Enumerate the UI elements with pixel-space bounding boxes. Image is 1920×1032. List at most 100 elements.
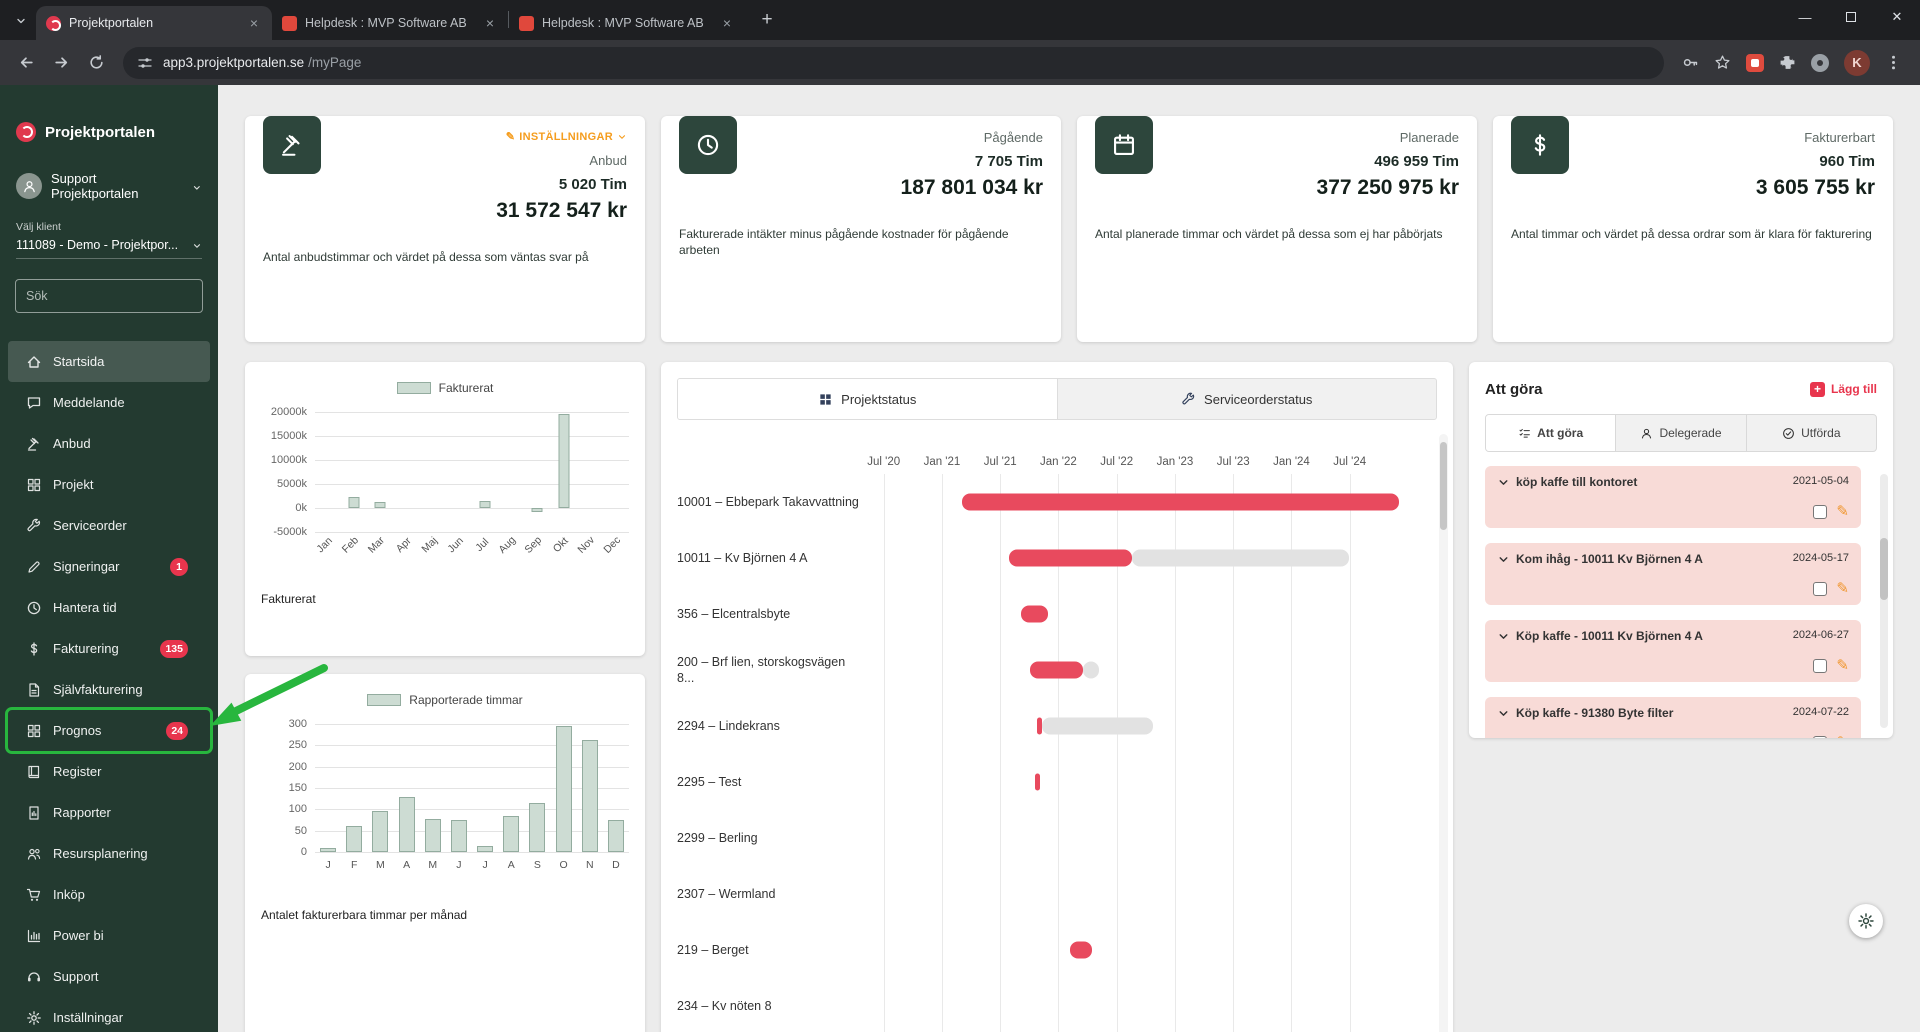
gantt-axis-label: Jan '21 bbox=[923, 456, 961, 468]
user-name: Support Projektportalen bbox=[51, 171, 139, 201]
tune-icon[interactable] bbox=[137, 55, 153, 71]
sidebar-item-hantera-tid[interactable]: Hantera tid bbox=[8, 587, 210, 628]
todo-checkbox[interactable] bbox=[1813, 658, 1828, 673]
gantt-bar[interactable] bbox=[1030, 661, 1083, 679]
tab-close-icon[interactable]: × bbox=[722, 15, 732, 31]
chevron-down-icon[interactable] bbox=[8, 8, 34, 34]
bar-chart-plot bbox=[315, 724, 629, 853]
browser-tab-helpdesk-mvp-software-ab[interactable]: Helpdesk : MVP Software AB × bbox=[272, 6, 508, 40]
settings-fab[interactable] bbox=[1849, 904, 1883, 938]
gantt-bar[interactable] bbox=[1037, 717, 1043, 735]
sidebar-item-meddelande[interactable]: Meddelande bbox=[8, 382, 210, 423]
gantt-bar[interactable] bbox=[1009, 549, 1132, 567]
pencil-icon[interactable]: ✎ bbox=[1836, 735, 1849, 738]
sidebar-item-prognos[interactable]: Prognos 24 bbox=[5, 707, 213, 754]
sidebar-item-projekt[interactable]: Projekt bbox=[8, 464, 210, 505]
minimize-button[interactable]: — bbox=[1798, 9, 1812, 25]
pencil-icon[interactable]: ✎ bbox=[1836, 580, 1849, 597]
sidebar-item-serviceorder[interactable]: Serviceorder bbox=[8, 505, 210, 546]
kpi-settings-link[interactable]: ✎ INSTÄLLNINGAR bbox=[506, 130, 627, 143]
extension-icon[interactable] bbox=[1746, 53, 1764, 72]
sidebar-item-anbud[interactable]: Anbud bbox=[8, 423, 210, 464]
bar-chart-plot bbox=[315, 412, 629, 533]
legend-swatch bbox=[396, 382, 431, 394]
gantt-bar[interactable] bbox=[1021, 605, 1048, 623]
chevron-down-icon[interactable] bbox=[1497, 707, 1510, 720]
chevron-down-icon[interactable] bbox=[1497, 553, 1510, 566]
gantt-scrollbar[interactable] bbox=[1439, 434, 1448, 1032]
add-todo-button[interactable]: + Lägg till bbox=[1810, 381, 1877, 397]
tab-serviceorderstatus[interactable]: Serviceorderstatus bbox=[1058, 379, 1437, 419]
gantt-bar[interactable] bbox=[1131, 549, 1349, 567]
todo-scrollbar[interactable] bbox=[1880, 474, 1888, 728]
todo-tab-utf-rda[interactable]: Utförda bbox=[1747, 415, 1876, 451]
back-icon[interactable] bbox=[10, 46, 43, 79]
puzzle-icon[interactable] bbox=[1779, 54, 1796, 71]
extension-icon-2[interactable] bbox=[1811, 53, 1829, 72]
sidebar-item-register[interactable]: Register bbox=[8, 751, 210, 792]
gantt-bar[interactable] bbox=[1042, 717, 1153, 735]
gantt-row-label: 2295 – Test bbox=[677, 774, 742, 789]
address-bar[interactable]: app3.projektportalen.se/myPage bbox=[123, 46, 1664, 79]
todo-tab-delegerade[interactable]: Delegerade bbox=[1616, 415, 1747, 451]
pencil-icon[interactable]: ✎ bbox=[1836, 657, 1849, 674]
browser-tab-projektportalen[interactable]: Projektportalen × bbox=[36, 6, 272, 40]
sidebar-item-fakturering[interactable]: Fakturering 135 bbox=[8, 628, 210, 669]
sidebar-item-rapporter[interactable]: Rapporter bbox=[8, 792, 210, 833]
todo-item[interactable]: Köp kaffe - 91380 Byte filter 2024-07-22… bbox=[1485, 697, 1861, 738]
gantt-bar[interactable] bbox=[961, 493, 1399, 511]
gantt-bar[interactable] bbox=[1035, 773, 1040, 791]
sidebar-item-power-bi[interactable]: Power bi bbox=[8, 915, 210, 956]
tab-strip: Projektportalen × Helpdesk : MVP Softwar… bbox=[0, 0, 1920, 40]
sidebar-item-inst-llningar[interactable]: Inställningar bbox=[8, 997, 210, 1032]
sidebar-item-startsida[interactable]: Startsida bbox=[8, 341, 210, 382]
gantt-row: 219 – Berget bbox=[677, 922, 1437, 978]
todo-tab-att-g-ra[interactable]: Att göra bbox=[1486, 415, 1617, 451]
browser-profile-avatar[interactable]: K bbox=[1844, 49, 1870, 76]
chevron-down-icon[interactable] bbox=[1497, 476, 1510, 489]
key-icon[interactable] bbox=[1682, 54, 1699, 71]
user-menu[interactable]: Support Projektportalen bbox=[16, 171, 202, 201]
star-icon[interactable] bbox=[1714, 54, 1731, 71]
todo-item[interactable]: Kom ihåg - 10011 Kv Björnen 4 A 2024-05-… bbox=[1485, 543, 1861, 605]
close-button[interactable]: ✕ bbox=[1891, 9, 1903, 24]
maximize-button[interactable] bbox=[1828, 0, 1874, 34]
chevron-down-icon[interactable] bbox=[1497, 630, 1510, 643]
kpi-value: 31 572 547 kr bbox=[496, 199, 627, 222]
gantt-bar[interactable] bbox=[1070, 941, 1093, 959]
x-axis-label: S bbox=[533, 859, 541, 871]
sidebar-item-ink-p[interactable]: Inköp bbox=[8, 874, 210, 915]
brand: Projektportalen bbox=[0, 85, 218, 149]
menu-kebab-icon[interactable] bbox=[1885, 54, 1902, 71]
tab-close-icon[interactable]: × bbox=[485, 15, 495, 31]
tab-projektstatus[interactable]: Projektstatus bbox=[678, 379, 1058, 419]
y-axis: 20000k 15000k 10000k 5000k 0k -5000k bbox=[261, 406, 315, 538]
todo-checkbox[interactable] bbox=[1813, 735, 1828, 738]
sidebar-item-label: Resursplanering bbox=[53, 846, 148, 861]
todo-item-title: Kom ihåg - 10011 Kv Björnen 4 A bbox=[1516, 552, 1703, 566]
kpi-description: Antal anbudstimmar och värdet på dessa s… bbox=[263, 250, 589, 264]
todo-item[interactable]: köp kaffe till kontoret 2021-05-04 ✎ bbox=[1485, 466, 1861, 528]
checklist-icon bbox=[1518, 427, 1531, 440]
gantt-bar[interactable] bbox=[1082, 661, 1100, 679]
sidebar-item-resursplanering[interactable]: Resursplanering bbox=[8, 833, 210, 874]
browser-tab-helpdesk-mvp-software-ab[interactable]: Helpdesk : MVP Software AB × bbox=[509, 6, 745, 40]
reload-icon[interactable] bbox=[80, 46, 113, 79]
forward-icon[interactable] bbox=[45, 46, 78, 79]
gantt-row-label: 356 – Elcentralsbyte bbox=[677, 606, 791, 621]
y-axis-label: 10000k bbox=[270, 454, 307, 466]
sidebar-item-signeringar[interactable]: Signeringar 1 bbox=[8, 546, 210, 587]
new-tab-button[interactable]: + bbox=[761, 9, 773, 30]
client-value: 111089 - Demo - Projektpor... bbox=[16, 238, 179, 252]
sidebar-item-support[interactable]: Support bbox=[8, 956, 210, 997]
todo-item[interactable]: Köp kaffe - 10011 Kv Björnen 4 A 2024-06… bbox=[1485, 620, 1861, 682]
client-dropdown[interactable]: 111089 - Demo - Projektpor... bbox=[16, 238, 202, 259]
search-input[interactable] bbox=[15, 279, 203, 313]
todo-checkbox[interactable] bbox=[1813, 581, 1828, 596]
todo-checkbox[interactable] bbox=[1813, 504, 1828, 519]
chevron-down-icon bbox=[617, 132, 627, 142]
tab-close-icon[interactable]: × bbox=[249, 15, 259, 31]
sidebar-item-sj-lvfakturering[interactable]: Självfakturering bbox=[8, 669, 210, 710]
pencil-icon[interactable]: ✎ bbox=[1836, 503, 1849, 520]
bar bbox=[581, 740, 598, 852]
